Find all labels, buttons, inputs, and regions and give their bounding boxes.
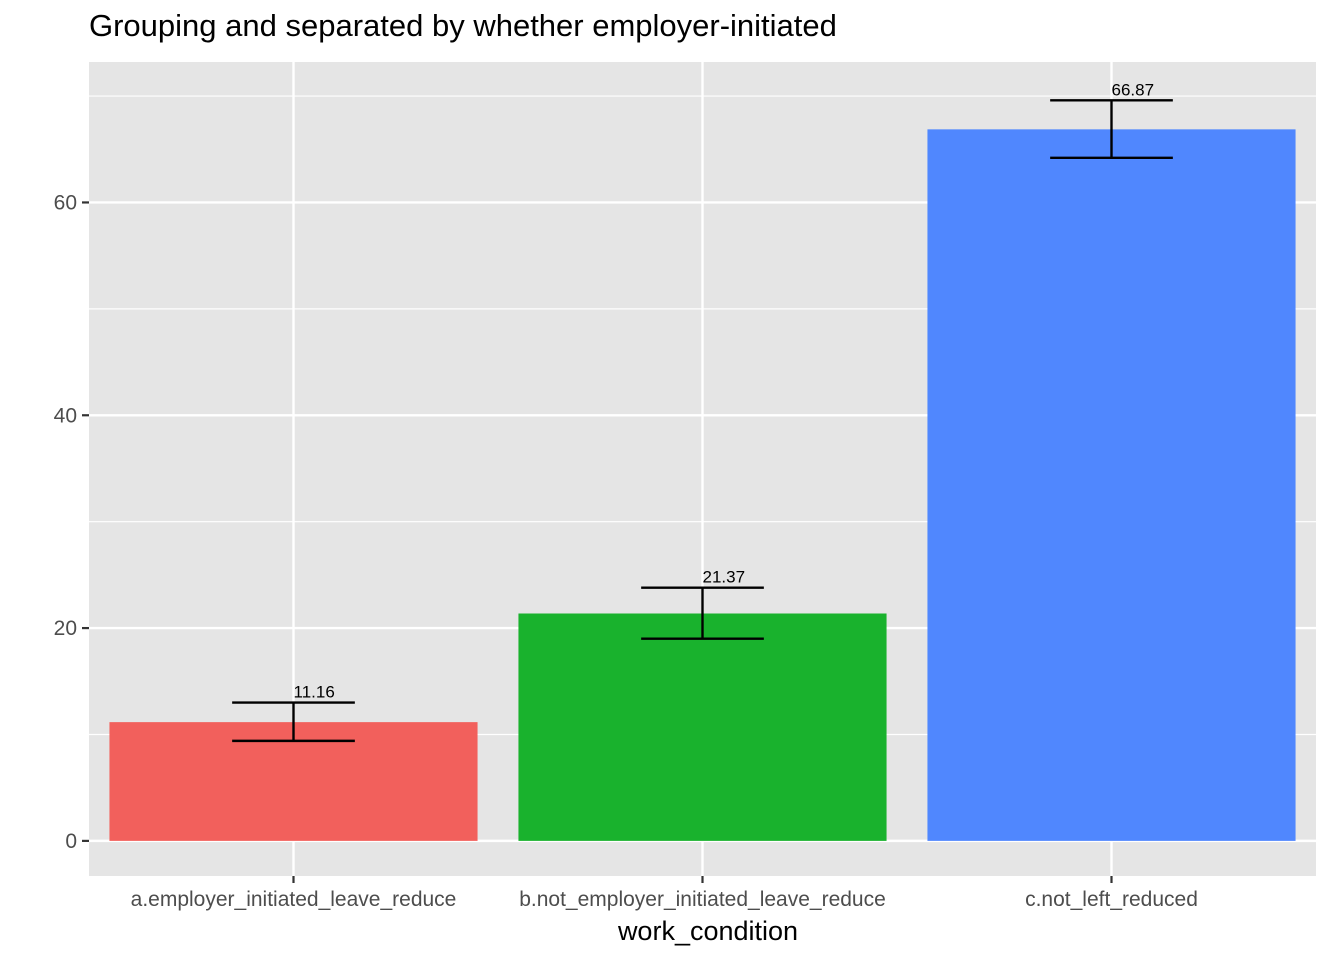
error-bars <box>232 99 1173 743</box>
value-label: 66.87 <box>1112 80 1155 99</box>
bar <box>927 129 1296 841</box>
y-axis: 0 20 40 60 <box>54 191 89 853</box>
y-tick-label: 0 <box>65 830 77 853</box>
x-axis-title: work_condition <box>617 916 798 946</box>
bar <box>518 613 887 841</box>
value-labels: 11.16 21.37 66.87 <box>294 80 1155 701</box>
y-tick-label: 40 <box>54 404 77 427</box>
bars <box>109 129 1296 841</box>
value-label: 21.37 <box>703 568 746 587</box>
x-axis: a.employer_initiated_leave_reduce b.not_e… <box>131 876 1198 911</box>
x-tick-label: a.employer_initiated_leave_reduce <box>131 888 457 911</box>
y-tick-label: 20 <box>54 617 77 640</box>
x-tick-label: c.not_left_reduced <box>1025 888 1198 911</box>
chart-title: Grouping and separated by whether employ… <box>89 8 837 43</box>
value-label: 11.16 <box>294 683 335 702</box>
x-tick-label: b.not_employer_initiated_leave_reduce <box>519 888 886 911</box>
y-tick-label: 60 <box>54 191 77 214</box>
